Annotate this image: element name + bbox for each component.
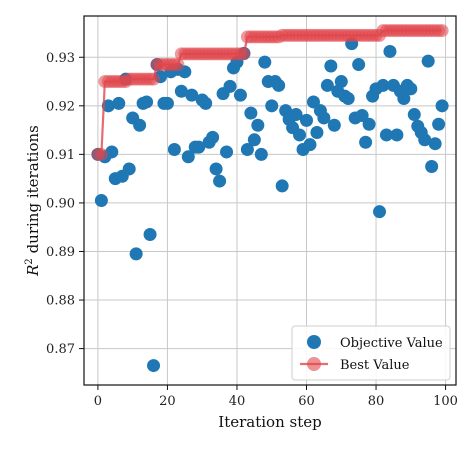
x-tick-label: 20 xyxy=(159,394,176,409)
objective-point xyxy=(390,128,404,142)
y-tick-label: 0.87 xyxy=(46,342,75,357)
x-tick-label: 100 xyxy=(433,394,458,409)
objective-point xyxy=(310,126,324,140)
legend-box xyxy=(291,325,451,381)
y-axis-label-rest: during iterations xyxy=(24,125,42,258)
objective-point xyxy=(352,58,366,72)
objective-point xyxy=(383,44,397,58)
y-tick-label: 0.92 xyxy=(46,99,75,114)
objective-point xyxy=(275,179,289,193)
objective-point xyxy=(397,92,411,106)
y-axis-label-superscript: 2 xyxy=(24,258,35,264)
y-tick-label: 0.88 xyxy=(46,294,75,309)
objective-point xyxy=(362,117,376,131)
x-tick-label: 0 xyxy=(94,394,102,409)
objective-point xyxy=(185,88,199,102)
objective-point xyxy=(418,133,432,147)
objective-point xyxy=(289,108,303,122)
objective-point xyxy=(251,118,265,132)
objective-point xyxy=(220,145,234,159)
objective-point xyxy=(376,78,390,92)
best-point xyxy=(94,147,108,161)
objective-point xyxy=(174,84,188,98)
objective-point xyxy=(223,79,237,93)
legend-objective-marker xyxy=(307,335,321,349)
objective-point xyxy=(355,109,369,123)
objective-point xyxy=(192,140,206,154)
objective-point xyxy=(147,359,161,373)
objective-point xyxy=(167,143,181,157)
objective-point xyxy=(105,145,119,159)
objective-point xyxy=(133,118,147,132)
objective-point xyxy=(199,96,213,110)
objective-point xyxy=(327,118,341,132)
series-objective-value xyxy=(91,37,449,373)
x-tick-label: 60 xyxy=(298,394,315,409)
objective-point xyxy=(404,82,418,96)
objective-point xyxy=(435,99,449,113)
objective-point xyxy=(432,117,446,131)
objective-point xyxy=(258,55,272,69)
plot-frame xyxy=(83,15,457,386)
objective-point xyxy=(373,205,387,219)
y-axis-label: R2 during iterations xyxy=(24,125,42,277)
objective-point xyxy=(213,174,227,188)
legend: Objective Value Best Value xyxy=(291,325,451,381)
objective-point xyxy=(94,194,108,207)
objective-point xyxy=(160,96,174,110)
plot-area xyxy=(91,24,449,373)
objective-point xyxy=(112,96,126,110)
x-axis-ticks: 0 20 40 60 80 100 xyxy=(94,385,458,409)
objective-point xyxy=(272,78,286,92)
objective-point xyxy=(247,133,261,147)
objective-point xyxy=(379,128,393,142)
objective-point xyxy=(181,150,195,164)
y-tick-label: 0.90 xyxy=(46,196,75,211)
objective-point xyxy=(129,247,143,261)
legend-best-label: Best Value xyxy=(340,358,410,373)
y-axis-ticks: 0.87 0.88 0.89 0.90 0.91 0.92 0.93 xyxy=(46,51,84,357)
objective-point xyxy=(254,147,268,161)
objective-point xyxy=(306,95,320,109)
objective-point xyxy=(317,111,331,125)
objective-point xyxy=(320,78,334,92)
legend-best-marker xyxy=(307,357,321,371)
y-tick-label: 0.93 xyxy=(46,51,75,66)
objective-point xyxy=(265,99,279,113)
objective-point xyxy=(233,88,247,102)
objective-point xyxy=(293,128,307,142)
objective-point xyxy=(206,130,220,144)
objective-point xyxy=(240,143,254,157)
objective-point xyxy=(244,106,258,120)
legend-objective-label: Objective Value xyxy=(340,336,443,351)
y-tick-label: 0.91 xyxy=(46,148,75,163)
x-axis-label: Iteration step xyxy=(218,413,321,431)
x-tick-label: 80 xyxy=(368,394,385,409)
best-point xyxy=(435,24,449,38)
best-point xyxy=(237,47,251,61)
best-point xyxy=(171,58,185,72)
objective-point xyxy=(122,162,136,176)
x-tick-label: 40 xyxy=(229,394,246,409)
objective-point xyxy=(209,162,223,176)
objective-point xyxy=(101,99,115,113)
objective-point xyxy=(143,227,157,241)
objective-point xyxy=(421,54,435,68)
y-axis-label-base: R xyxy=(24,265,42,277)
objective-point xyxy=(428,137,442,151)
objective-point xyxy=(303,138,317,152)
objective-point xyxy=(324,59,338,73)
objective-point xyxy=(300,113,314,127)
objective-point xyxy=(359,135,373,149)
objective-point xyxy=(425,160,439,174)
best-point xyxy=(147,72,161,86)
objective-point xyxy=(341,92,355,106)
y-tick-label: 0.89 xyxy=(46,245,75,260)
objective-point xyxy=(334,75,348,89)
series-best-value xyxy=(91,24,449,161)
objective-point xyxy=(407,108,421,122)
objective-point xyxy=(140,95,154,109)
